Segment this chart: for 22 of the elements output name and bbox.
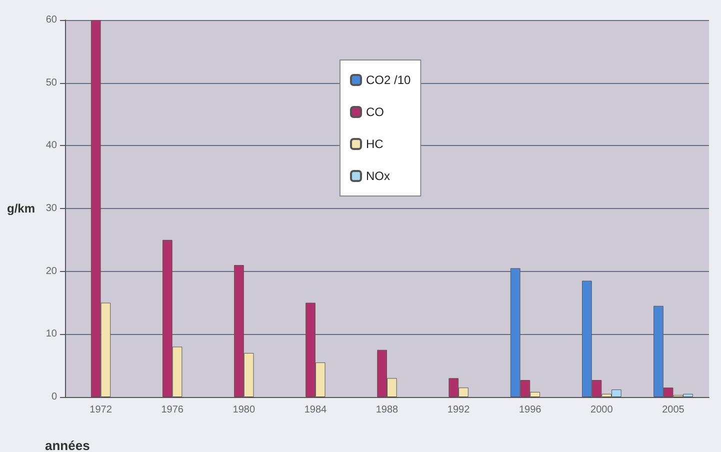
legend-label: CO bbox=[366, 105, 384, 119]
x-tick-label: 1992 bbox=[447, 404, 470, 416]
x-tick-label: 1996 bbox=[518, 404, 542, 416]
x-tick-label: 1984 bbox=[304, 404, 328, 416]
y-tick-label: 20 bbox=[46, 266, 58, 277]
x-axis-title: années bbox=[45, 438, 90, 452]
y-tick-label: 60 bbox=[46, 14, 58, 26]
x-tick-label: 1976 bbox=[161, 404, 184, 416]
y-tick-label: 10 bbox=[46, 328, 58, 340]
x-tick-label: 2000 bbox=[590, 404, 614, 416]
legend-label: HC bbox=[366, 137, 384, 151]
x-tick-label: 2005 bbox=[662, 404, 685, 416]
x-tick-label: 1972 bbox=[90, 404, 112, 416]
y-tick-label: 40 bbox=[46, 140, 58, 152]
legend-label: CO2 /10 bbox=[366, 73, 412, 87]
legend-label: NOx bbox=[366, 169, 390, 183]
y-axis-title: g/km bbox=[6, 202, 35, 216]
x-tick-label: 1988 bbox=[376, 404, 399, 416]
y-tick-label: 30 bbox=[46, 203, 58, 214]
y-tick-label: 50 bbox=[46, 77, 58, 88]
y-tick-label: 0 bbox=[51, 392, 58, 402]
x-tick-label: 1980 bbox=[232, 404, 256, 416]
